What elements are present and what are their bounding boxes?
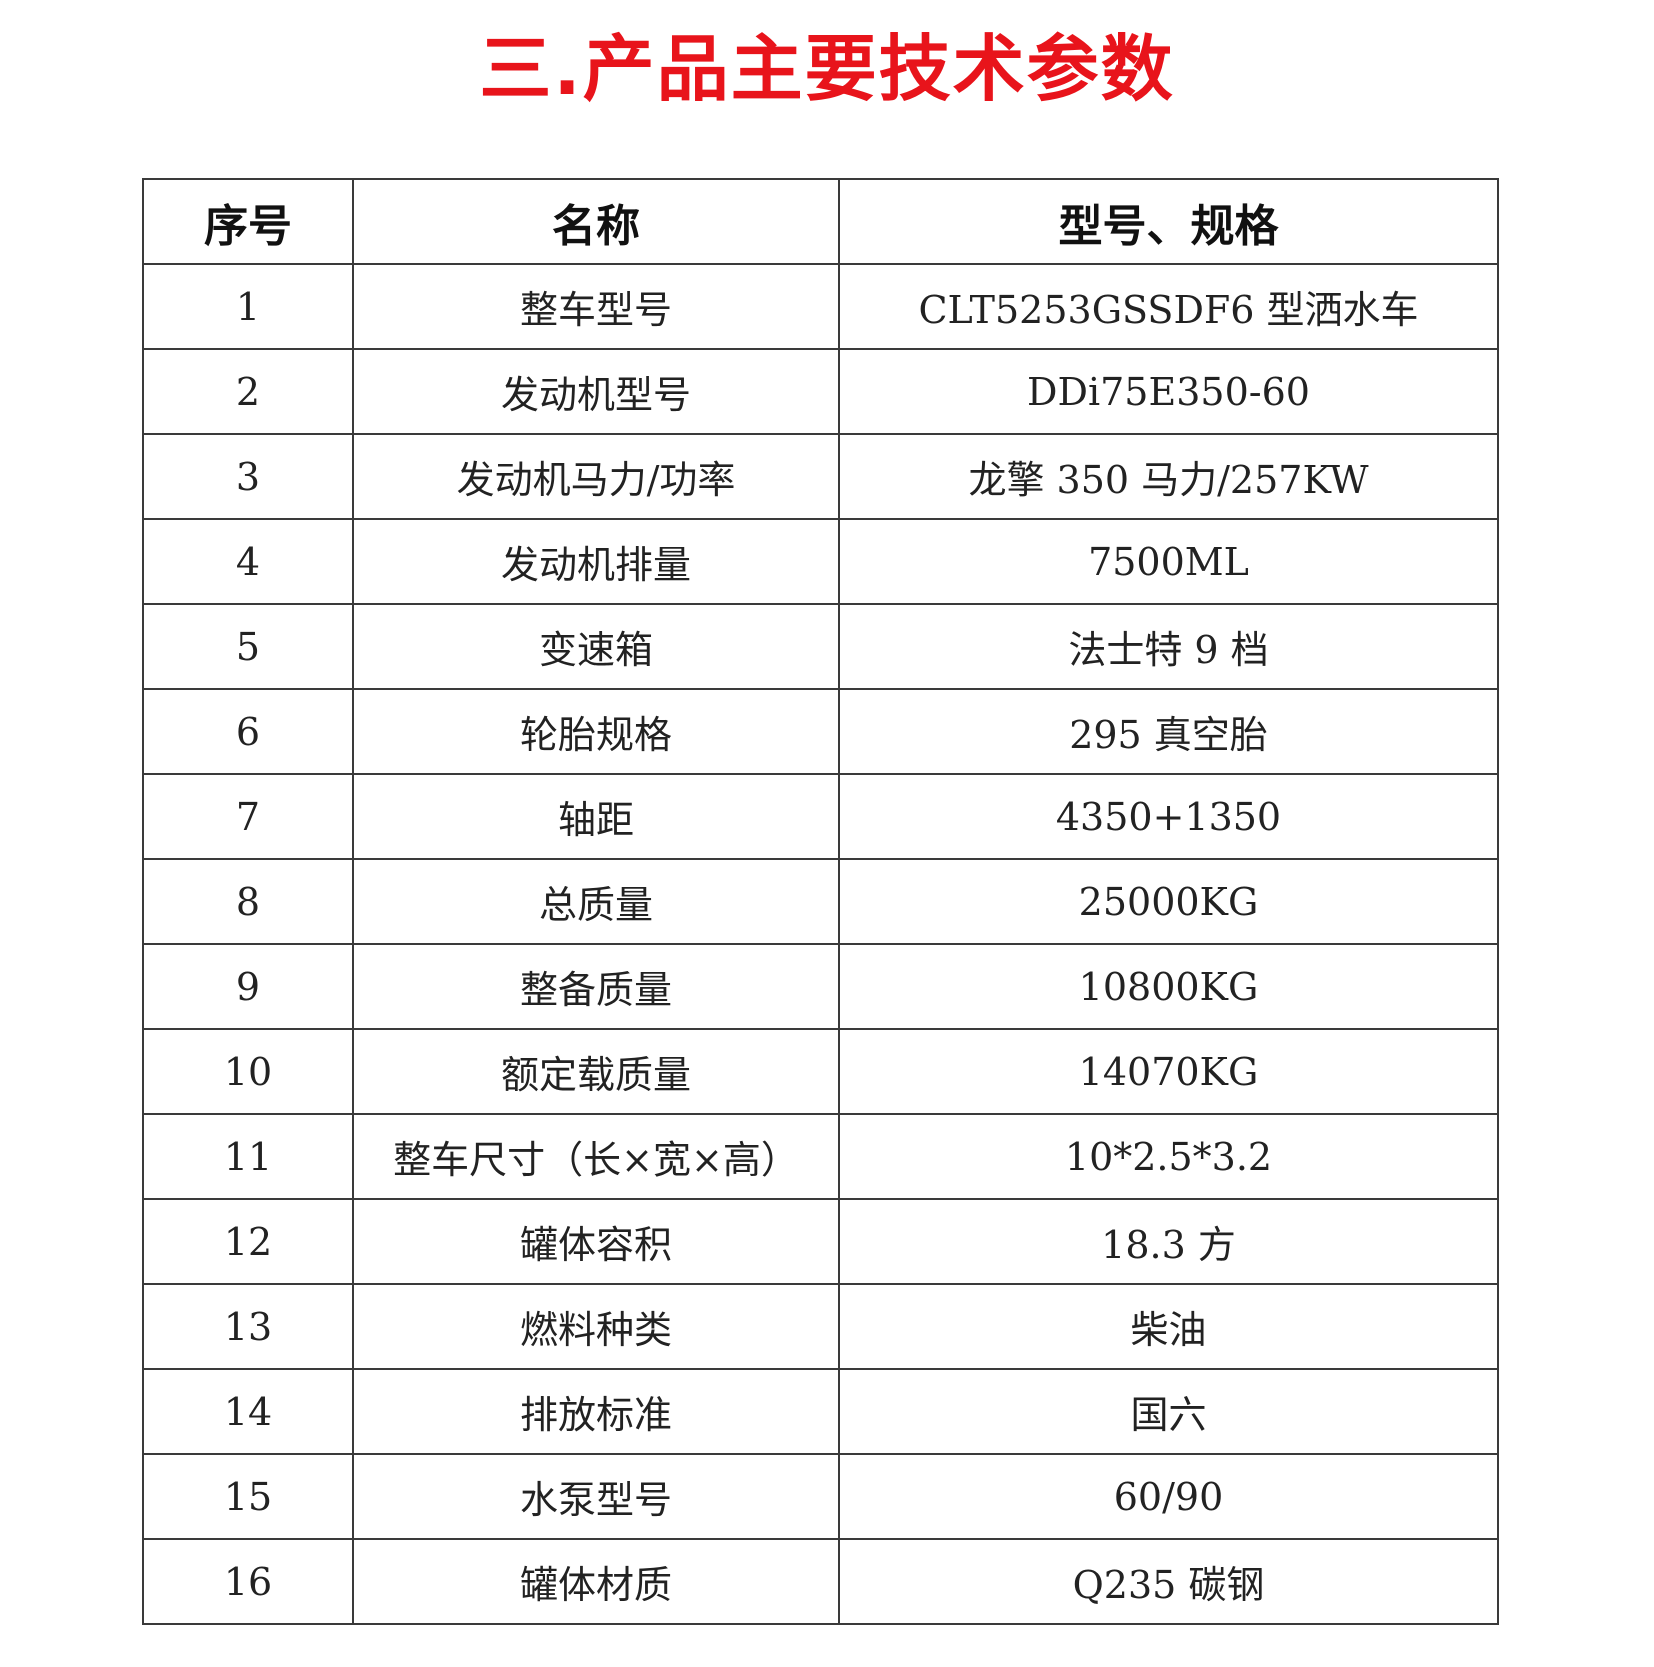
- cell-name: 整备质量: [352, 943, 840, 1030]
- cell-index: 7: [142, 773, 354, 860]
- header-name: 名称: [352, 178, 840, 265]
- cell-index: 3: [142, 433, 354, 520]
- cell-name: 发动机排量: [352, 518, 840, 605]
- cell-index: 2: [142, 348, 354, 435]
- cell-index: 6: [142, 688, 354, 775]
- cell-spec: Q235 碳钢: [838, 1538, 1499, 1625]
- cell-name: 轴距: [352, 773, 840, 860]
- table-row: 2 发动机型号 DDi75E350-60: [142, 348, 1499, 435]
- cell-index: 8: [142, 858, 354, 945]
- cell-index: 5: [142, 603, 354, 690]
- cell-spec: DDi75E350-60: [838, 348, 1499, 435]
- table-row: 9 整备质量 10800KG: [142, 943, 1499, 1030]
- table-row: 8 总质量 25000KG: [142, 858, 1499, 945]
- table-row: 10 额定载质量 14070KG: [142, 1028, 1499, 1115]
- cell-spec: 295 真空胎: [838, 688, 1499, 775]
- cell-index: 9: [142, 943, 354, 1030]
- page-title: 三.产品主要技术参数: [479, 27, 1175, 111]
- cell-spec: 14070KG: [838, 1028, 1499, 1115]
- table-row: 6 轮胎规格 295 真空胎: [142, 688, 1499, 775]
- table-row: 14 排放标准 国六: [142, 1368, 1499, 1455]
- cell-spec: 法士特 9 档: [838, 603, 1499, 690]
- cell-index: 4: [142, 518, 354, 605]
- cell-spec: 10*2.5*3.2: [838, 1113, 1499, 1200]
- table-row: 1 整车型号 CLT5253GSSDF6 型洒水车: [142, 263, 1499, 350]
- table-row: 3 发动机马力/功率 龙擎 350 马力/257KW: [142, 433, 1499, 520]
- table-row: 11 整车尺寸（长×宽×高） 10*2.5*3.2: [142, 1113, 1499, 1200]
- cell-spec: 4350+1350: [838, 773, 1499, 860]
- cell-spec: 国六: [838, 1368, 1499, 1455]
- table-row: 12 罐体容积 18.3 方: [142, 1198, 1499, 1285]
- cell-spec: 柴油: [838, 1283, 1499, 1370]
- cell-spec: 7500ML: [838, 518, 1499, 605]
- cell-name: 轮胎规格: [352, 688, 840, 775]
- cell-name: 整车型号: [352, 263, 840, 350]
- cell-spec: 10800KG: [838, 943, 1499, 1030]
- table-row: 15 水泵型号 60/90: [142, 1453, 1499, 1540]
- table-header-row: 序号 名称 型号、规格: [142, 178, 1499, 265]
- spec-table: 序号 名称 型号、规格 1 整车型号 CLT5253GSSDF6 型洒水车 2 发动机型…: [142, 178, 1499, 1625]
- cell-spec: 25000KG: [838, 858, 1499, 945]
- cell-name: 变速箱: [352, 603, 840, 690]
- cell-spec: CLT5253GSSDF6 型洒水车: [838, 263, 1499, 350]
- cell-name: 发动机型号: [352, 348, 840, 435]
- cell-name: 燃料种类: [352, 1283, 840, 1370]
- cell-spec: 18.3 方: [838, 1198, 1499, 1285]
- cell-index: 11: [142, 1113, 354, 1200]
- cell-name: 总质量: [352, 858, 840, 945]
- cell-index: 14: [142, 1368, 354, 1455]
- cell-name: 发动机马力/功率: [352, 433, 840, 520]
- header-index: 序号: [142, 178, 354, 265]
- cell-name: 罐体容积: [352, 1198, 840, 1285]
- cell-index: 16: [142, 1538, 354, 1625]
- cell-index: 13: [142, 1283, 354, 1370]
- cell-name: 额定载质量: [352, 1028, 840, 1115]
- cell-name: 整车尺寸（长×宽×高）: [352, 1113, 840, 1200]
- cell-name: 排放标准: [352, 1368, 840, 1455]
- table-row: 13 燃料种类 柴油: [142, 1283, 1499, 1370]
- cell-spec: 龙擎 350 马力/257KW: [838, 433, 1499, 520]
- cell-name: 水泵型号: [352, 1453, 840, 1540]
- cell-index: 1: [142, 263, 354, 350]
- cell-spec: 60/90: [838, 1453, 1499, 1540]
- cell-index: 15: [142, 1453, 354, 1540]
- table-row: 4 发动机排量 7500ML: [142, 518, 1499, 605]
- cell-index: 12: [142, 1198, 354, 1285]
- table-row: 16 罐体材质 Q235 碳钢: [142, 1538, 1499, 1625]
- table-row: 5 变速箱 法士特 9 档: [142, 603, 1499, 690]
- cell-name: 罐体材质: [352, 1538, 840, 1625]
- header-spec: 型号、规格: [838, 178, 1499, 265]
- table-row: 7 轴距 4350+1350: [142, 773, 1499, 860]
- cell-index: 10: [142, 1028, 354, 1115]
